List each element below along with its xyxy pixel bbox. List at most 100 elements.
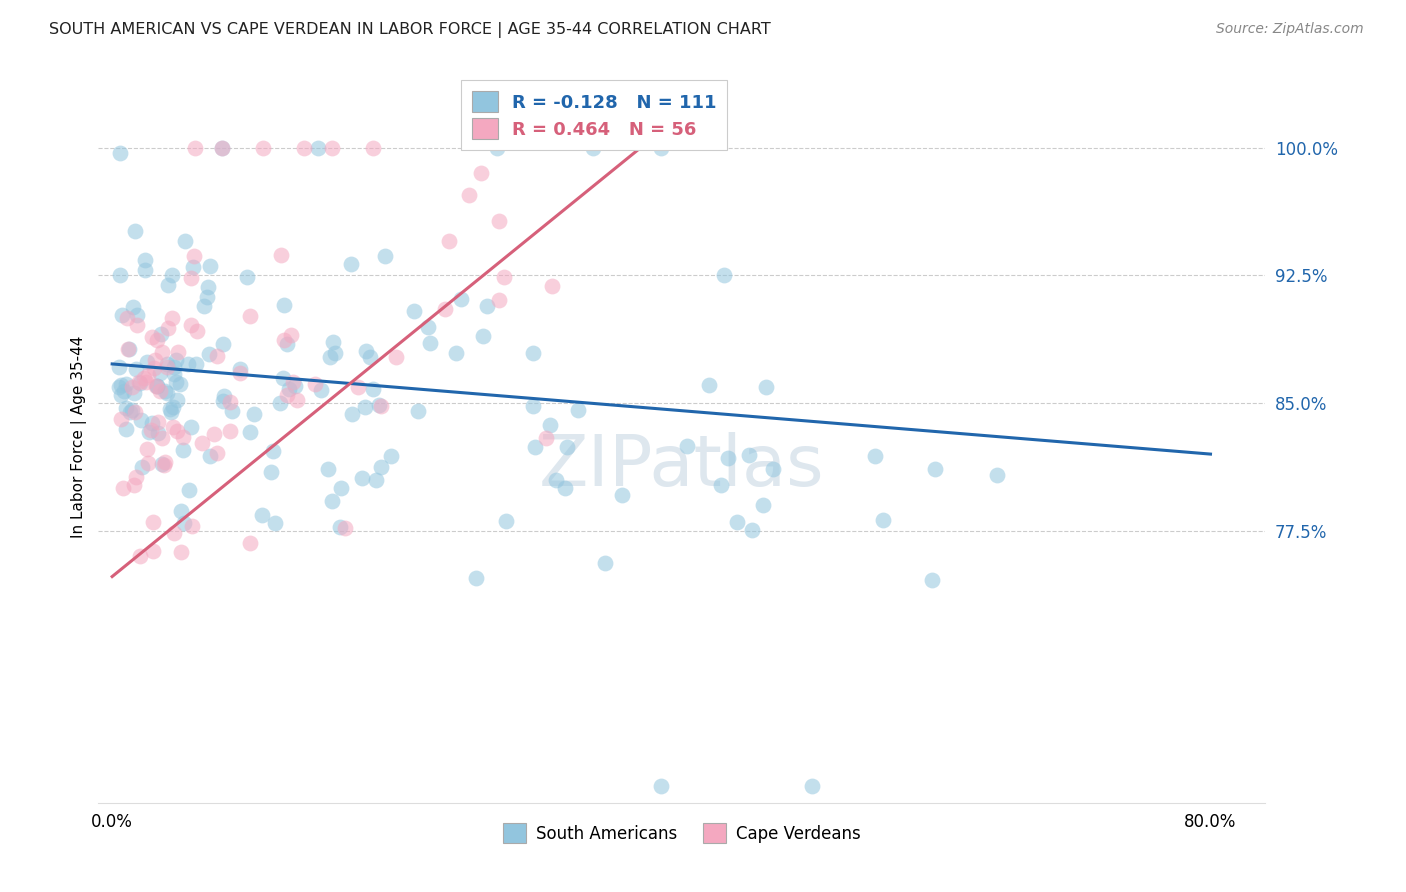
Point	[446, 346, 468, 360]
Point	[219, 425, 242, 439]
Point	[136, 368, 159, 382]
Point	[322, 335, 344, 350]
Point	[166, 393, 188, 408]
Point	[329, 520, 352, 534]
Legend: South Americans, Cape Verdeans: South Americans, Cape Verdeans	[496, 817, 868, 849]
Point	[346, 380, 368, 394]
Point	[169, 544, 191, 558]
Point	[174, 234, 197, 248]
Point	[180, 271, 202, 285]
Point	[128, 375, 150, 389]
Point	[141, 330, 163, 344]
Point	[180, 518, 202, 533]
Point	[212, 394, 235, 409]
Point	[145, 333, 167, 347]
Point	[494, 270, 516, 285]
Point	[593, 557, 616, 571]
Point	[146, 426, 169, 441]
Text: ZIPatlas: ZIPatlas	[538, 432, 825, 500]
Point	[166, 424, 188, 438]
Point	[281, 375, 304, 389]
Point	[165, 352, 187, 367]
Point	[214, 389, 236, 403]
Point	[198, 346, 221, 360]
Point	[207, 446, 229, 460]
Point	[142, 544, 165, 558]
Point	[370, 459, 392, 474]
Point	[285, 392, 308, 407]
Point	[202, 426, 225, 441]
Point	[544, 473, 567, 487]
Point	[195, 290, 218, 304]
Point	[148, 415, 170, 429]
Point	[121, 380, 143, 394]
Point	[333, 521, 356, 535]
Point	[752, 499, 775, 513]
Point	[200, 450, 222, 464]
Point	[921, 573, 943, 587]
Point	[321, 141, 343, 155]
Point	[142, 515, 165, 529]
Point	[157, 278, 180, 293]
Point	[122, 300, 145, 314]
Point	[110, 388, 132, 402]
Point	[538, 417, 561, 432]
Point	[419, 336, 441, 351]
Point	[252, 141, 274, 155]
Point	[366, 474, 388, 488]
Point	[434, 301, 457, 316]
Point	[114, 376, 136, 391]
Point	[316, 462, 339, 476]
Point	[153, 455, 176, 469]
Point	[180, 318, 202, 333]
Point	[522, 399, 544, 413]
Point	[110, 412, 132, 426]
Point	[136, 456, 159, 470]
Point	[477, 299, 499, 313]
Point	[129, 376, 152, 390]
Point	[406, 404, 429, 418]
Point	[450, 293, 472, 307]
Point	[309, 383, 332, 397]
Point	[163, 367, 186, 381]
Point	[380, 450, 402, 464]
Point	[211, 337, 233, 351]
Point	[676, 439, 699, 453]
Point	[150, 344, 173, 359]
Point	[741, 523, 763, 537]
Point	[495, 514, 517, 528]
Point	[134, 263, 156, 277]
Point	[186, 324, 208, 338]
Point	[273, 298, 295, 312]
Point	[124, 405, 146, 419]
Point	[221, 404, 243, 418]
Point	[155, 384, 177, 398]
Point	[153, 458, 176, 472]
Point	[269, 395, 291, 409]
Point	[361, 141, 384, 155]
Point	[169, 376, 191, 391]
Point	[211, 141, 233, 155]
Point	[143, 353, 166, 368]
Point	[986, 468, 1008, 483]
Point	[166, 344, 188, 359]
Point	[142, 361, 165, 376]
Point	[567, 402, 589, 417]
Point	[193, 299, 215, 313]
Point	[173, 516, 195, 531]
Point	[229, 361, 252, 376]
Point	[270, 248, 292, 262]
Point	[534, 431, 557, 445]
Point	[118, 405, 141, 419]
Point	[177, 483, 200, 498]
Point	[145, 379, 167, 393]
Text: SOUTH AMERICAN VS CAPE VERDEAN IN LABOR FORCE | AGE 35-44 CORRELATION CHART: SOUTH AMERICAN VS CAPE VERDEAN IN LABOR …	[49, 22, 770, 38]
Point	[924, 461, 946, 475]
Point	[156, 357, 179, 371]
Point	[523, 441, 546, 455]
Point	[229, 366, 252, 380]
Point	[181, 260, 204, 274]
Point	[342, 407, 364, 421]
Point	[485, 141, 508, 155]
Point	[801, 779, 824, 793]
